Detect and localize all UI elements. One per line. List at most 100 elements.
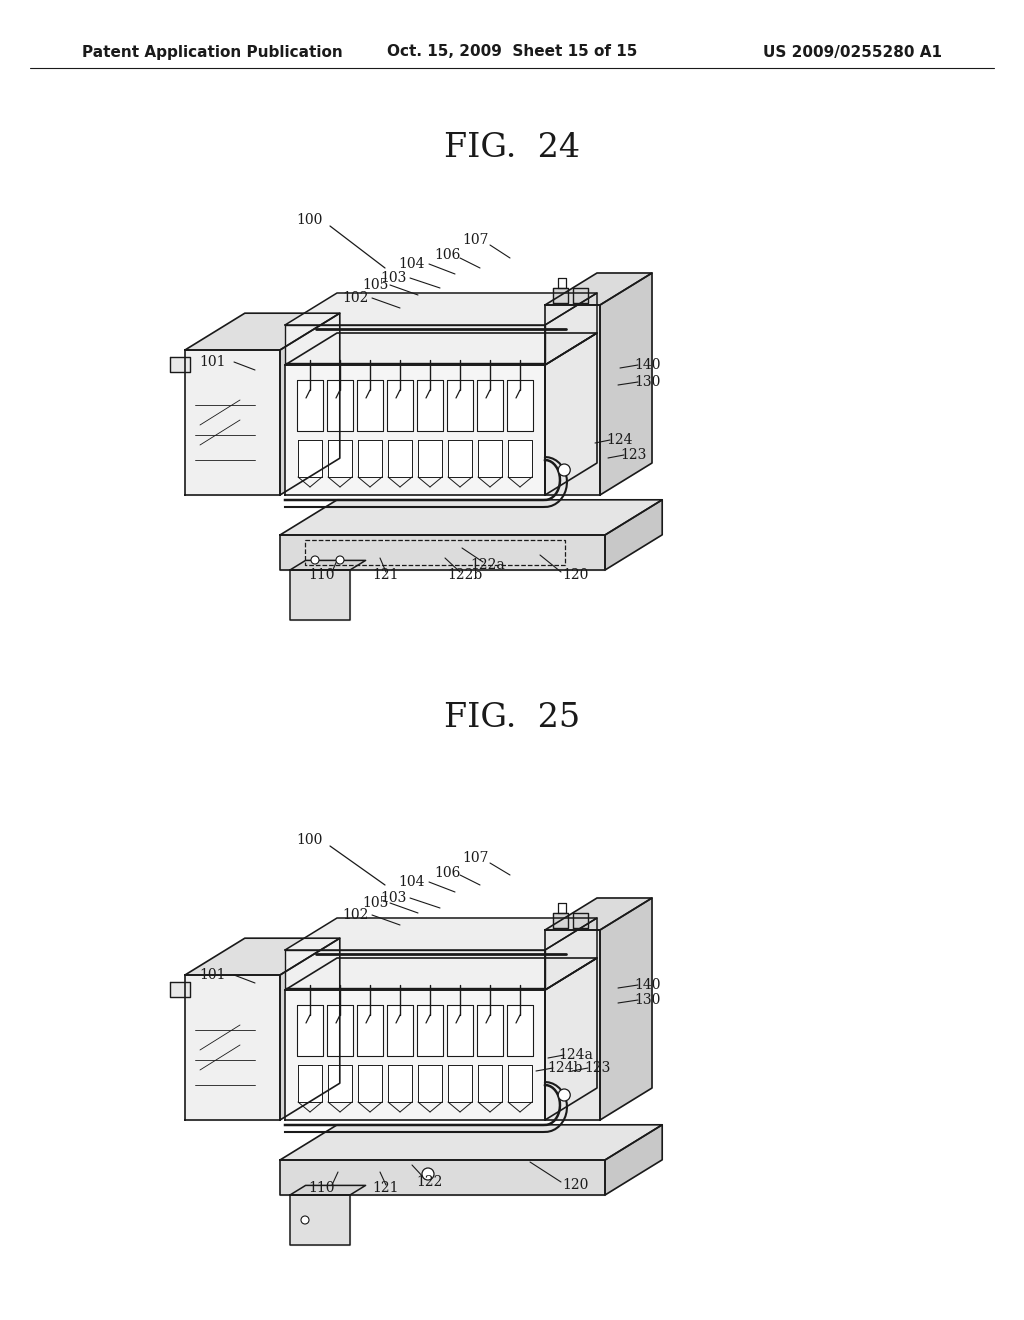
Polygon shape xyxy=(280,1160,605,1195)
Text: 102: 102 xyxy=(342,908,369,921)
Polygon shape xyxy=(285,990,545,1119)
Polygon shape xyxy=(388,1065,412,1102)
Text: 121: 121 xyxy=(373,1181,399,1195)
Polygon shape xyxy=(545,958,597,1119)
Polygon shape xyxy=(327,1005,353,1056)
Text: 107: 107 xyxy=(463,851,489,865)
Polygon shape xyxy=(280,313,340,495)
Text: 130: 130 xyxy=(635,993,662,1007)
Text: 140: 140 xyxy=(635,358,662,372)
Polygon shape xyxy=(605,1125,663,1195)
Polygon shape xyxy=(280,939,340,1119)
Polygon shape xyxy=(477,380,503,432)
Polygon shape xyxy=(280,535,605,570)
Polygon shape xyxy=(358,440,382,477)
Text: 124a: 124a xyxy=(558,1048,594,1063)
Text: 124: 124 xyxy=(607,433,633,447)
Polygon shape xyxy=(545,305,600,495)
Text: 121: 121 xyxy=(373,568,399,582)
Polygon shape xyxy=(558,903,565,913)
Polygon shape xyxy=(170,356,190,372)
Circle shape xyxy=(336,556,344,564)
Polygon shape xyxy=(447,1005,473,1056)
Polygon shape xyxy=(280,1125,663,1160)
Polygon shape xyxy=(418,440,442,477)
Text: 107: 107 xyxy=(463,234,489,247)
Polygon shape xyxy=(417,380,443,432)
Polygon shape xyxy=(185,350,280,495)
Text: 105: 105 xyxy=(361,279,388,292)
Polygon shape xyxy=(298,440,322,477)
Polygon shape xyxy=(290,1185,366,1195)
Polygon shape xyxy=(185,313,340,350)
Text: 106: 106 xyxy=(435,248,461,261)
Text: 100: 100 xyxy=(297,833,324,847)
Text: 123: 123 xyxy=(621,447,647,462)
Text: FIG.  24: FIG. 24 xyxy=(444,132,580,164)
Text: 100: 100 xyxy=(297,213,324,227)
Polygon shape xyxy=(387,1005,413,1056)
Text: 123: 123 xyxy=(585,1061,611,1074)
Polygon shape xyxy=(545,898,652,931)
Text: 104: 104 xyxy=(398,257,425,271)
Text: 122: 122 xyxy=(417,1175,443,1189)
Polygon shape xyxy=(417,1005,443,1056)
Text: Oct. 15, 2009  Sheet 15 of 15: Oct. 15, 2009 Sheet 15 of 15 xyxy=(387,45,637,59)
Polygon shape xyxy=(285,366,545,495)
Text: 101: 101 xyxy=(200,355,226,370)
Polygon shape xyxy=(297,1005,323,1056)
Text: 104: 104 xyxy=(398,875,425,888)
Text: 105: 105 xyxy=(361,896,388,909)
Polygon shape xyxy=(185,975,280,1119)
Polygon shape xyxy=(285,950,545,987)
Polygon shape xyxy=(600,273,652,495)
Polygon shape xyxy=(449,1065,472,1102)
Text: 130: 130 xyxy=(635,375,662,389)
Polygon shape xyxy=(572,913,588,928)
Polygon shape xyxy=(358,1065,382,1102)
Polygon shape xyxy=(298,1065,322,1102)
Circle shape xyxy=(301,1216,309,1224)
Text: 110: 110 xyxy=(309,568,335,582)
Text: US 2009/0255280 A1: US 2009/0255280 A1 xyxy=(763,45,942,59)
Polygon shape xyxy=(357,380,383,432)
Text: 102: 102 xyxy=(342,290,369,305)
Text: 140: 140 xyxy=(635,978,662,993)
Text: 106: 106 xyxy=(435,866,461,880)
Text: 122b: 122b xyxy=(447,568,482,582)
Circle shape xyxy=(558,1089,570,1101)
Polygon shape xyxy=(285,958,597,990)
Text: 103: 103 xyxy=(380,271,407,285)
Polygon shape xyxy=(478,1065,502,1102)
Polygon shape xyxy=(605,500,663,570)
Polygon shape xyxy=(285,917,597,950)
Polygon shape xyxy=(553,288,567,304)
Polygon shape xyxy=(545,273,652,305)
Text: 120: 120 xyxy=(562,1177,588,1192)
Polygon shape xyxy=(297,380,323,432)
Polygon shape xyxy=(285,293,597,325)
Polygon shape xyxy=(558,279,565,288)
Text: 101: 101 xyxy=(200,968,226,982)
Text: 124b: 124b xyxy=(547,1061,583,1074)
Polygon shape xyxy=(545,333,597,495)
Circle shape xyxy=(422,1168,434,1180)
Circle shape xyxy=(311,556,319,564)
Polygon shape xyxy=(545,917,597,990)
Polygon shape xyxy=(508,1065,532,1102)
Polygon shape xyxy=(388,440,412,477)
Polygon shape xyxy=(477,1005,503,1056)
Text: 120: 120 xyxy=(562,568,588,582)
Polygon shape xyxy=(290,1195,350,1245)
Circle shape xyxy=(558,465,570,477)
Polygon shape xyxy=(328,440,352,477)
Polygon shape xyxy=(572,288,588,304)
Text: FIG.  25: FIG. 25 xyxy=(443,702,581,734)
Text: 122a: 122a xyxy=(471,558,506,572)
Polygon shape xyxy=(170,982,190,997)
Text: 110: 110 xyxy=(309,1181,335,1195)
Polygon shape xyxy=(553,913,567,928)
Polygon shape xyxy=(478,440,502,477)
Polygon shape xyxy=(280,500,663,535)
Polygon shape xyxy=(387,380,413,432)
